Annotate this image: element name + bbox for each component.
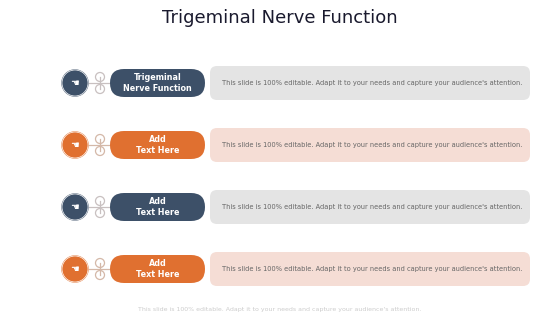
Text: This slide is 100% editable. Adapt it to your needs and capture your audience's : This slide is 100% editable. Adapt it to…: [222, 142, 522, 148]
Circle shape: [62, 194, 88, 220]
Text: This slide is 100% editable. Adapt it to your needs and capture your audience's : This slide is 100% editable. Adapt it to…: [222, 80, 522, 86]
Text: ☚: ☚: [71, 78, 80, 88]
Text: This slide is 100% editable. Adapt it to your needs and capture your audience's : This slide is 100% editable. Adapt it to…: [138, 307, 422, 312]
Text: This slide is 100% editable. Adapt it to your needs and capture your audience's : This slide is 100% editable. Adapt it to…: [222, 266, 522, 272]
Text: Trigeminal
Nerve Function: Trigeminal Nerve Function: [123, 73, 192, 93]
Circle shape: [62, 132, 88, 158]
Text: Add
Text Here: Add Text Here: [136, 259, 179, 279]
Text: Add
Text Here: Add Text Here: [136, 135, 179, 155]
FancyBboxPatch shape: [210, 66, 530, 100]
Text: Trigeminal Nerve Function: Trigeminal Nerve Function: [162, 9, 398, 27]
FancyBboxPatch shape: [210, 252, 530, 286]
FancyBboxPatch shape: [110, 255, 205, 283]
FancyBboxPatch shape: [210, 128, 530, 162]
Text: ☚: ☚: [71, 140, 80, 150]
FancyBboxPatch shape: [210, 190, 530, 224]
Text: Add
Text Here: Add Text Here: [136, 197, 179, 217]
Circle shape: [62, 70, 88, 96]
FancyBboxPatch shape: [110, 69, 205, 97]
Circle shape: [62, 256, 88, 282]
Text: ☚: ☚: [71, 202, 80, 212]
Text: This slide is 100% editable. Adapt it to your needs and capture your audience's : This slide is 100% editable. Adapt it to…: [222, 204, 522, 210]
FancyBboxPatch shape: [110, 193, 205, 221]
Text: ☚: ☚: [71, 264, 80, 274]
FancyBboxPatch shape: [110, 131, 205, 159]
